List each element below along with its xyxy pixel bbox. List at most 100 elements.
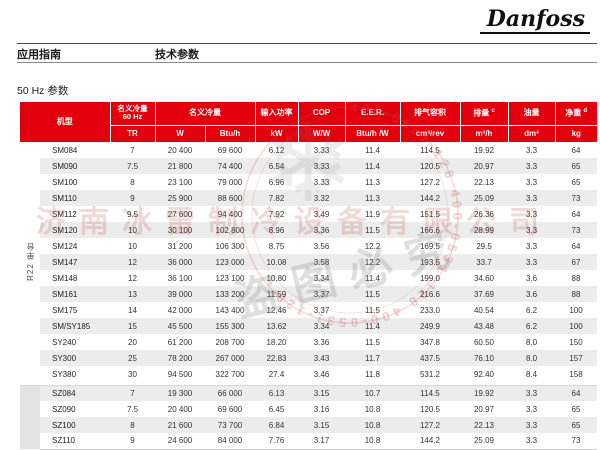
value-cell: 3.3: [508, 190, 555, 206]
unit-dm3: dm³: [507, 124, 555, 142]
value-cell: 114.5: [400, 385, 460, 401]
value-cell: 3.37: [298, 302, 345, 318]
value-cell: 33.7: [460, 254, 508, 270]
value-cell: 94 500: [155, 366, 205, 382]
value-cell: 7.5: [110, 401, 155, 417]
value-cell: 20.97: [460, 158, 508, 174]
value-cell: 10: [110, 238, 155, 254]
value-cell: 20.97: [460, 401, 508, 417]
group-label: R22 单台: [20, 142, 40, 382]
model-cell: SM090: [40, 158, 110, 174]
unit-btuhw: Btu/h /W: [344, 124, 400, 142]
value-cell: 73: [555, 222, 597, 238]
value-cell: 88 600: [205, 190, 255, 206]
value-cell: 11.3: [345, 174, 400, 190]
value-cell: 65: [555, 401, 597, 417]
value-cell: 66 000: [205, 385, 255, 401]
value-cell: 6.54: [255, 158, 298, 174]
value-cell: 3.3: [508, 206, 555, 222]
value-cell: 22.83: [255, 350, 298, 366]
value-cell: 6.45: [255, 401, 298, 417]
value-cell: 11.5: [345, 222, 400, 238]
value-cell: 60.50: [460, 334, 508, 350]
model-cell: SM/SY185: [40, 318, 110, 334]
table-row: SZ090 7.5 20 400 69 600 6.45 3.16 10.8 120.5 20.…: [20, 401, 597, 417]
table-row: SM148 12 36 100 123 100 10.80 3.34 11.4 199.0 34…: [20, 270, 597, 286]
col-header-displacement: 排量 c: [459, 102, 508, 125]
value-cell: 67: [555, 254, 597, 270]
value-cell: 3.3: [508, 433, 555, 450]
value-cell: 20: [110, 334, 155, 350]
table-row: SM100 8 23 100 79 000 6.96 3.33 11.3 127.2 22.13…: [20, 174, 597, 190]
parameters-table: 机型 名义冷量 60 Hz 名义冷量 输入功率 COP E.E.R. 排气容积 …: [20, 102, 597, 450]
unit-tr: TR: [109, 124, 155, 142]
value-cell: 208 700: [205, 334, 255, 350]
table-row: SM090 7.5 21 800 74 400 6.54 3.33 11.4 120.5 20.…: [20, 158, 597, 174]
value-cell: 42 000: [155, 302, 205, 318]
value-cell: 19.92: [460, 385, 508, 401]
value-cell: 114.5: [400, 142, 460, 158]
table-row: SM147 12 36 000 123 000 10.08 3.58 12.2 193.5 33…: [20, 254, 597, 270]
value-cell: 347.8: [400, 334, 460, 350]
value-cell: 8.96: [255, 222, 298, 238]
value-cell: 74 400: [205, 158, 255, 174]
unit-m3h: m³/h: [459, 124, 508, 142]
value-cell: 3.56: [298, 238, 345, 254]
table-row: SY380 30 94 500 322 700 27.4 3.46 11.8 531.2 92.…: [20, 366, 597, 382]
value-cell: 10.80: [255, 270, 298, 286]
col-header-capacity-60hz-label: 名义冷量: [117, 103, 148, 113]
value-cell: 3.6: [508, 270, 555, 286]
value-cell: 34.60: [460, 270, 508, 286]
value-cell: 9: [110, 433, 155, 450]
section-title: 50 Hz 参数: [17, 85, 69, 97]
value-cell: 3.34: [298, 270, 345, 286]
value-cell: 143 400: [205, 302, 255, 318]
value-cell: 144.2: [400, 190, 460, 206]
value-cell: 199.0: [400, 270, 460, 286]
model-cell: SM110: [40, 190, 110, 206]
value-cell: 15: [110, 318, 155, 334]
value-cell: 11.4: [345, 158, 400, 174]
breadcrumb-tech-params: 技术参数: [155, 49, 199, 61]
model-cell: SZ090: [40, 401, 110, 417]
value-cell: 127.2: [400, 174, 460, 190]
value-cell: 22.13: [460, 174, 508, 190]
value-cell: 88: [555, 286, 597, 302]
value-cell: 216.6: [400, 286, 460, 302]
value-cell: 11.5: [345, 286, 400, 302]
value-cell: 169.5: [400, 238, 460, 254]
value-cell: 19.92: [460, 142, 508, 158]
value-cell: 11.4: [345, 318, 400, 334]
table-row: SM175 14 42 000 143 400 12.46 3.37 11.5 233.0 40…: [20, 302, 597, 318]
value-cell: 3.17: [298, 433, 345, 450]
value-cell: 7: [110, 385, 155, 401]
value-cell: 3.46: [298, 366, 345, 382]
value-cell: 23 100: [155, 174, 205, 190]
model-cell: SM161: [40, 286, 110, 302]
value-cell: 267 000: [205, 350, 255, 366]
model-cell: SZ084: [40, 385, 110, 401]
unit-ww: W/W: [297, 124, 345, 142]
value-cell: 18.20: [255, 334, 298, 350]
danfoss-logo: Danfoss: [479, 6, 590, 35]
value-cell: 26.36: [460, 206, 508, 222]
value-cell: 11.4: [345, 142, 400, 158]
value-cell: 11.3: [345, 190, 400, 206]
value-cell: 76.10: [460, 350, 508, 366]
value-cell: 69 600: [205, 142, 255, 158]
value-cell: 10.7: [345, 385, 400, 401]
value-cell: 31 200: [155, 238, 205, 254]
value-cell: 7.5: [110, 158, 155, 174]
value-cell: 25 900: [155, 190, 205, 206]
value-cell: 14: [110, 302, 155, 318]
value-cell: 24 600: [155, 433, 205, 450]
value-cell: 10.8: [345, 401, 400, 417]
value-cell: 120.5: [400, 158, 460, 174]
value-cell: 20 400: [155, 142, 205, 158]
value-cell: 12.46: [255, 302, 298, 318]
value-cell: 437.5: [400, 350, 460, 366]
value-cell: 3.3: [508, 385, 555, 401]
table-row: R22 单台 SM084 7 20 400 69 600 6.12 3.33 11.4 114.…: [20, 142, 597, 382]
value-cell: 193.5: [400, 254, 460, 270]
value-cell: 22.13: [460, 417, 508, 433]
